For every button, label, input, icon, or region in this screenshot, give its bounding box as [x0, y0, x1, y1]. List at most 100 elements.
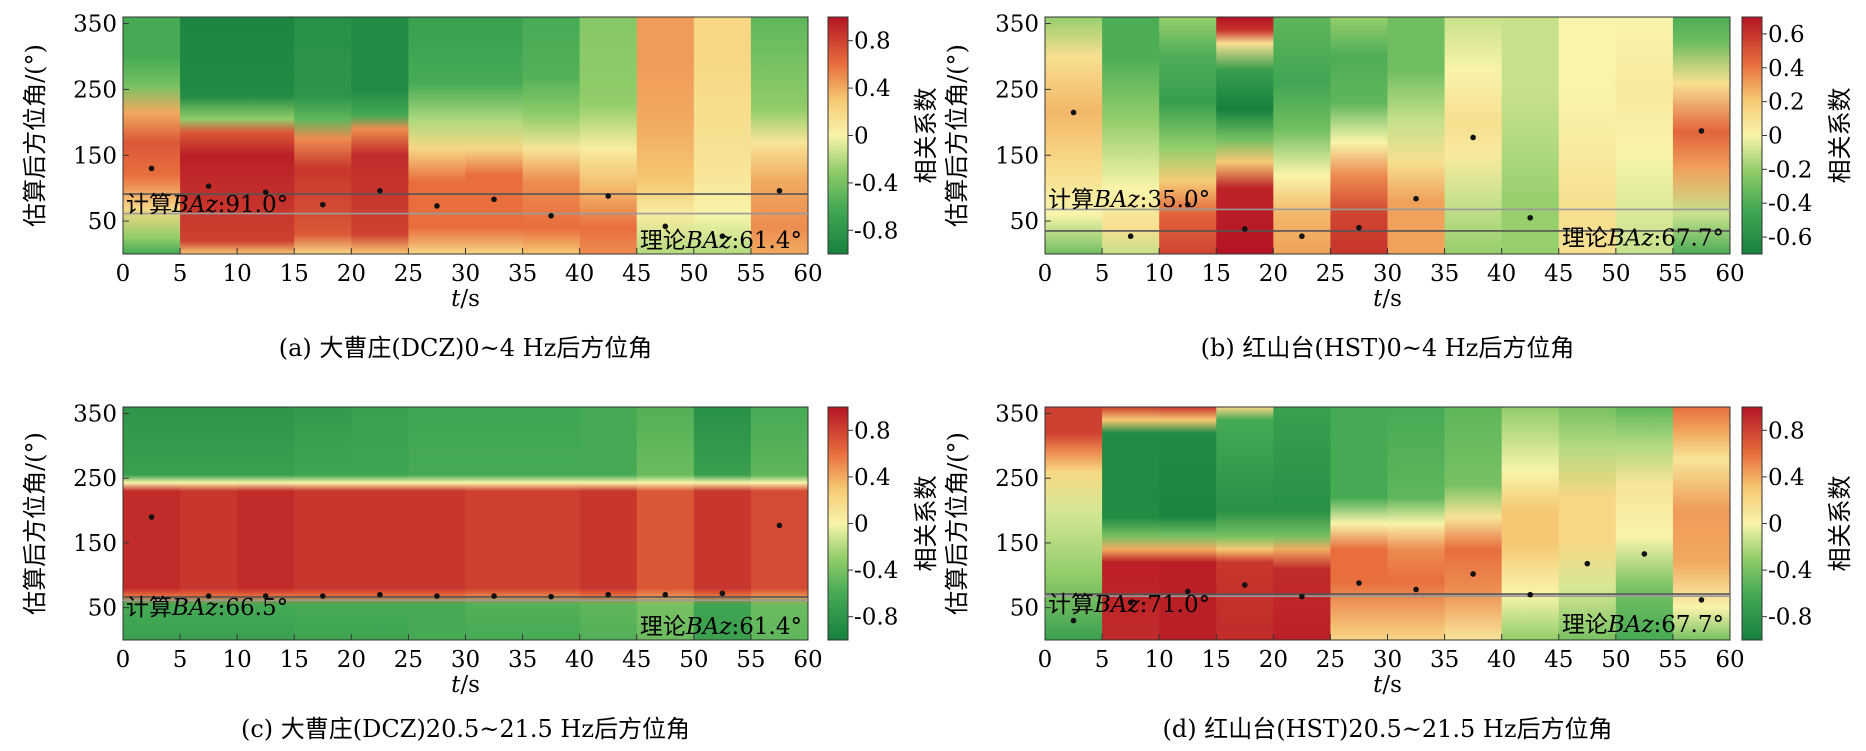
- heatmap-column: [1273, 17, 1331, 254]
- peak-point: [1299, 233, 1305, 240]
- heatmap-column: [1045, 407, 1103, 640]
- panel-caption: (d) 红山台(HST)20.5~21.5 Hz后方位角: [1162, 715, 1612, 743]
- x-tick-label: 60: [1715, 261, 1744, 287]
- x-tick-label: 15: [280, 647, 309, 673]
- x-tick-label: 25: [1316, 647, 1345, 673]
- x-tick-label: 5: [1095, 647, 1110, 673]
- x-tick-label: 0: [1038, 261, 1053, 287]
- heatmap-column: [408, 17, 466, 254]
- peak-point: [1527, 591, 1534, 598]
- x-tick-label: 35: [508, 647, 537, 673]
- x-tick-label: 20: [1259, 261, 1288, 287]
- y-tick-label: 250: [995, 466, 1039, 492]
- y-tick-label: 150: [995, 531, 1039, 557]
- peak-point: [1184, 588, 1191, 595]
- x-tick-label: 15: [280, 261, 309, 287]
- heatmap-column: [1330, 407, 1388, 640]
- x-tick-label: 5: [173, 647, 188, 673]
- heatmap-column: [1216, 407, 1274, 640]
- y-tick-label: 150: [995, 143, 1039, 169]
- heatmap-column: [294, 407, 352, 640]
- y-axis-label: 估算后方位角/(°): [943, 44, 971, 227]
- colorbar-tick-label: -0.8: [854, 605, 898, 631]
- x-tick-label: 35: [1430, 261, 1459, 287]
- peak-point: [605, 591, 612, 598]
- x-tick-label: 30: [451, 647, 480, 673]
- colorbar-gradient: [1741, 406, 1763, 641]
- x-tick-label: 20: [337, 261, 366, 287]
- y-tick-label: 50: [88, 596, 117, 622]
- heatmap-column: [1672, 407, 1731, 640]
- peak-point: [1698, 128, 1705, 134]
- heatmap-column: [351, 17, 409, 254]
- x-tick-label: 50: [679, 261, 708, 287]
- x-tick-label: 55: [736, 261, 765, 287]
- x-tick-label: 55: [1658, 261, 1687, 287]
- heatmap-column: [1558, 17, 1617, 254]
- peak-point: [719, 233, 726, 240]
- heatmap-column: [750, 17, 809, 254]
- x-tick-label: 40: [1487, 647, 1516, 673]
- x-tick-label: 10: [1145, 647, 1174, 673]
- peak-point: [1470, 571, 1476, 577]
- heatmap-column: [1159, 17, 1217, 254]
- panel-caption: (b) 红山台(HST)0~4 Hz后方位角: [1201, 334, 1575, 362]
- computed-baz-label: 计算BAz:71.0°: [1048, 592, 1210, 618]
- colorbar-tick-label: -0.8: [1768, 605, 1812, 631]
- x-tick-label: 30: [1373, 261, 1402, 287]
- heatmap-column: [693, 17, 752, 254]
- x-axis-label: t/s: [451, 672, 480, 698]
- x-tick-label: 20: [1259, 647, 1288, 673]
- heatmap-column: [351, 407, 409, 640]
- peak-point: [434, 203, 440, 209]
- colorbar-tick-label: -0.4: [1768, 191, 1812, 217]
- colorbar-tick-label: 0.4: [854, 76, 891, 102]
- y-tick-label: 350: [995, 401, 1039, 427]
- peak-point: [205, 593, 212, 599]
- heatmap-column: [1501, 17, 1560, 254]
- heatmap-column: [1558, 407, 1617, 640]
- x-axis-label: t/s: [451, 286, 480, 312]
- peak-point: [319, 593, 326, 599]
- peak-point: [491, 196, 497, 203]
- colorbar-label: 相关系数: [912, 476, 940, 572]
- heatmap-column: [1045, 17, 1103, 254]
- peak-point: [548, 213, 554, 219]
- x-tick-label: 15: [1202, 647, 1231, 673]
- peak-point: [319, 201, 326, 208]
- x-tick-label: 30: [1373, 647, 1402, 673]
- colorbar-tick-label: 0: [854, 512, 869, 538]
- peak-point: [776, 188, 783, 194]
- heatmap-column: [1387, 407, 1446, 640]
- heatmap-column: [1159, 407, 1217, 640]
- colorbar-tick-label: 0: [854, 124, 869, 150]
- x-tick-label: 40: [565, 647, 594, 673]
- colorbar-gradient: [827, 16, 849, 255]
- x-tick-label: 25: [1316, 261, 1345, 287]
- heatmap-column: [579, 17, 638, 254]
- x-tick-label: 45: [1544, 261, 1573, 287]
- peak-point: [1299, 593, 1305, 600]
- computed-baz-label: 计算BAz:91.0°: [126, 192, 288, 218]
- peak-point: [1241, 226, 1248, 232]
- heatmap-column: [1273, 407, 1331, 640]
- colorbar: 0.6 0.4 0.2 0 -0.2 -0.4 -0.6 相关系数: [1741, 16, 1854, 255]
- peak-point: [776, 522, 783, 529]
- colorbar-tick-label: 0.2: [1768, 90, 1805, 116]
- colorbar-tick-label: 0.4: [1768, 56, 1805, 82]
- colorbar-tick-label: -0.4: [854, 558, 898, 584]
- colorbar-label: 相关系数: [1826, 476, 1854, 572]
- panel-caption: (c) 大曹庄(DCZ)20.5~21.5 Hz后方位角: [241, 715, 690, 743]
- x-axis: 0 5 10 15 20 25 30 35 40 45 50 55 60: [1038, 634, 1745, 673]
- x-axis-label: t/s: [1373, 672, 1402, 698]
- panel-d: 计算BAz:71.0° 理论BAz:67.7° 0 5 10 15 20 25 30 35 40 45…: [943, 401, 1854, 743]
- peak-point: [1356, 580, 1362, 586]
- panel-b: 计算BAz:35.0° 理论BAz:67.7° 0 5 10 15 20 25 30 35 40 45…: [943, 12, 1854, 362]
- panel-c: 计算BAz:66.5° 理论BAz:61.4° 0 5 10 15 20 25 30 35 40 45…: [21, 401, 940, 743]
- colorbar-tick-label: -0.6: [1768, 225, 1812, 251]
- y-axis-label: 估算后方位角/(°): [943, 432, 971, 615]
- x-tick-label: 60: [793, 261, 822, 287]
- colorbar-tick-label: -0.4: [854, 171, 898, 197]
- peak-point: [1641, 551, 1648, 557]
